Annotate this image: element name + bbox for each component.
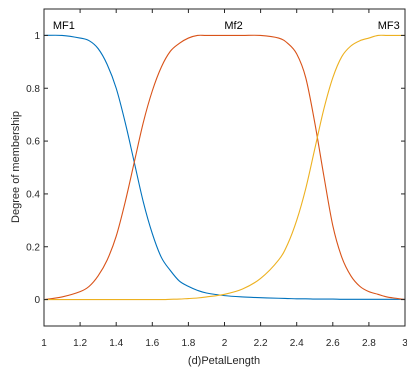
x-tick-label: 1.8: [181, 338, 195, 349]
x-tick-label: 2.6: [326, 338, 340, 349]
y-tick-label: 0.4: [26, 189, 40, 200]
y-tick-label: 0.6: [26, 137, 40, 148]
y-tick-label: 0.2: [26, 242, 40, 253]
y-tick-label: 0: [34, 295, 40, 306]
series-line-mf2: [43, 34, 406, 301]
mf-label-mf2: Mf2: [224, 20, 242, 32]
x-tick-label: 1.4: [109, 338, 123, 349]
axes-box: [43, 8, 406, 327]
curve-layer: [43, 34, 406, 301]
x-tick-label: 2.2: [254, 338, 268, 349]
x-tick-label: 1: [41, 338, 47, 349]
series-line-mf3: [44, 34, 405, 301]
x-tick-label: 1.2: [73, 338, 87, 349]
x-tick-label: 2.8: [362, 338, 376, 349]
y-tick-label: 0.8: [26, 84, 40, 95]
x-tick-label: 1.6: [145, 338, 159, 349]
x-tick-label: 2.4: [290, 338, 304, 349]
mf-label-mf1: MF1: [53, 20, 75, 32]
x-tick-label: 2: [222, 338, 228, 349]
x-axis-label: (d)PetalLength: [188, 355, 260, 367]
plot-area: [44, 9, 405, 326]
y-tick-label: 1: [34, 31, 40, 42]
x-tick-label: 3: [402, 338, 407, 349]
tick-layer: 1 1.2 1.4 1.6 1.8 2 2.2 2.4 2.6 2.8 3 0 0.2 0.4 0.6 0.8…: [26, 9, 407, 349]
series-line-mf1: [43, 34, 405, 300]
mf-label-mf3: MF3: [378, 20, 400, 32]
y-axis-label: Degree of membership: [10, 111, 22, 223]
mf-label-layer: MF1 Mf2 MF3: [53, 20, 400, 32]
